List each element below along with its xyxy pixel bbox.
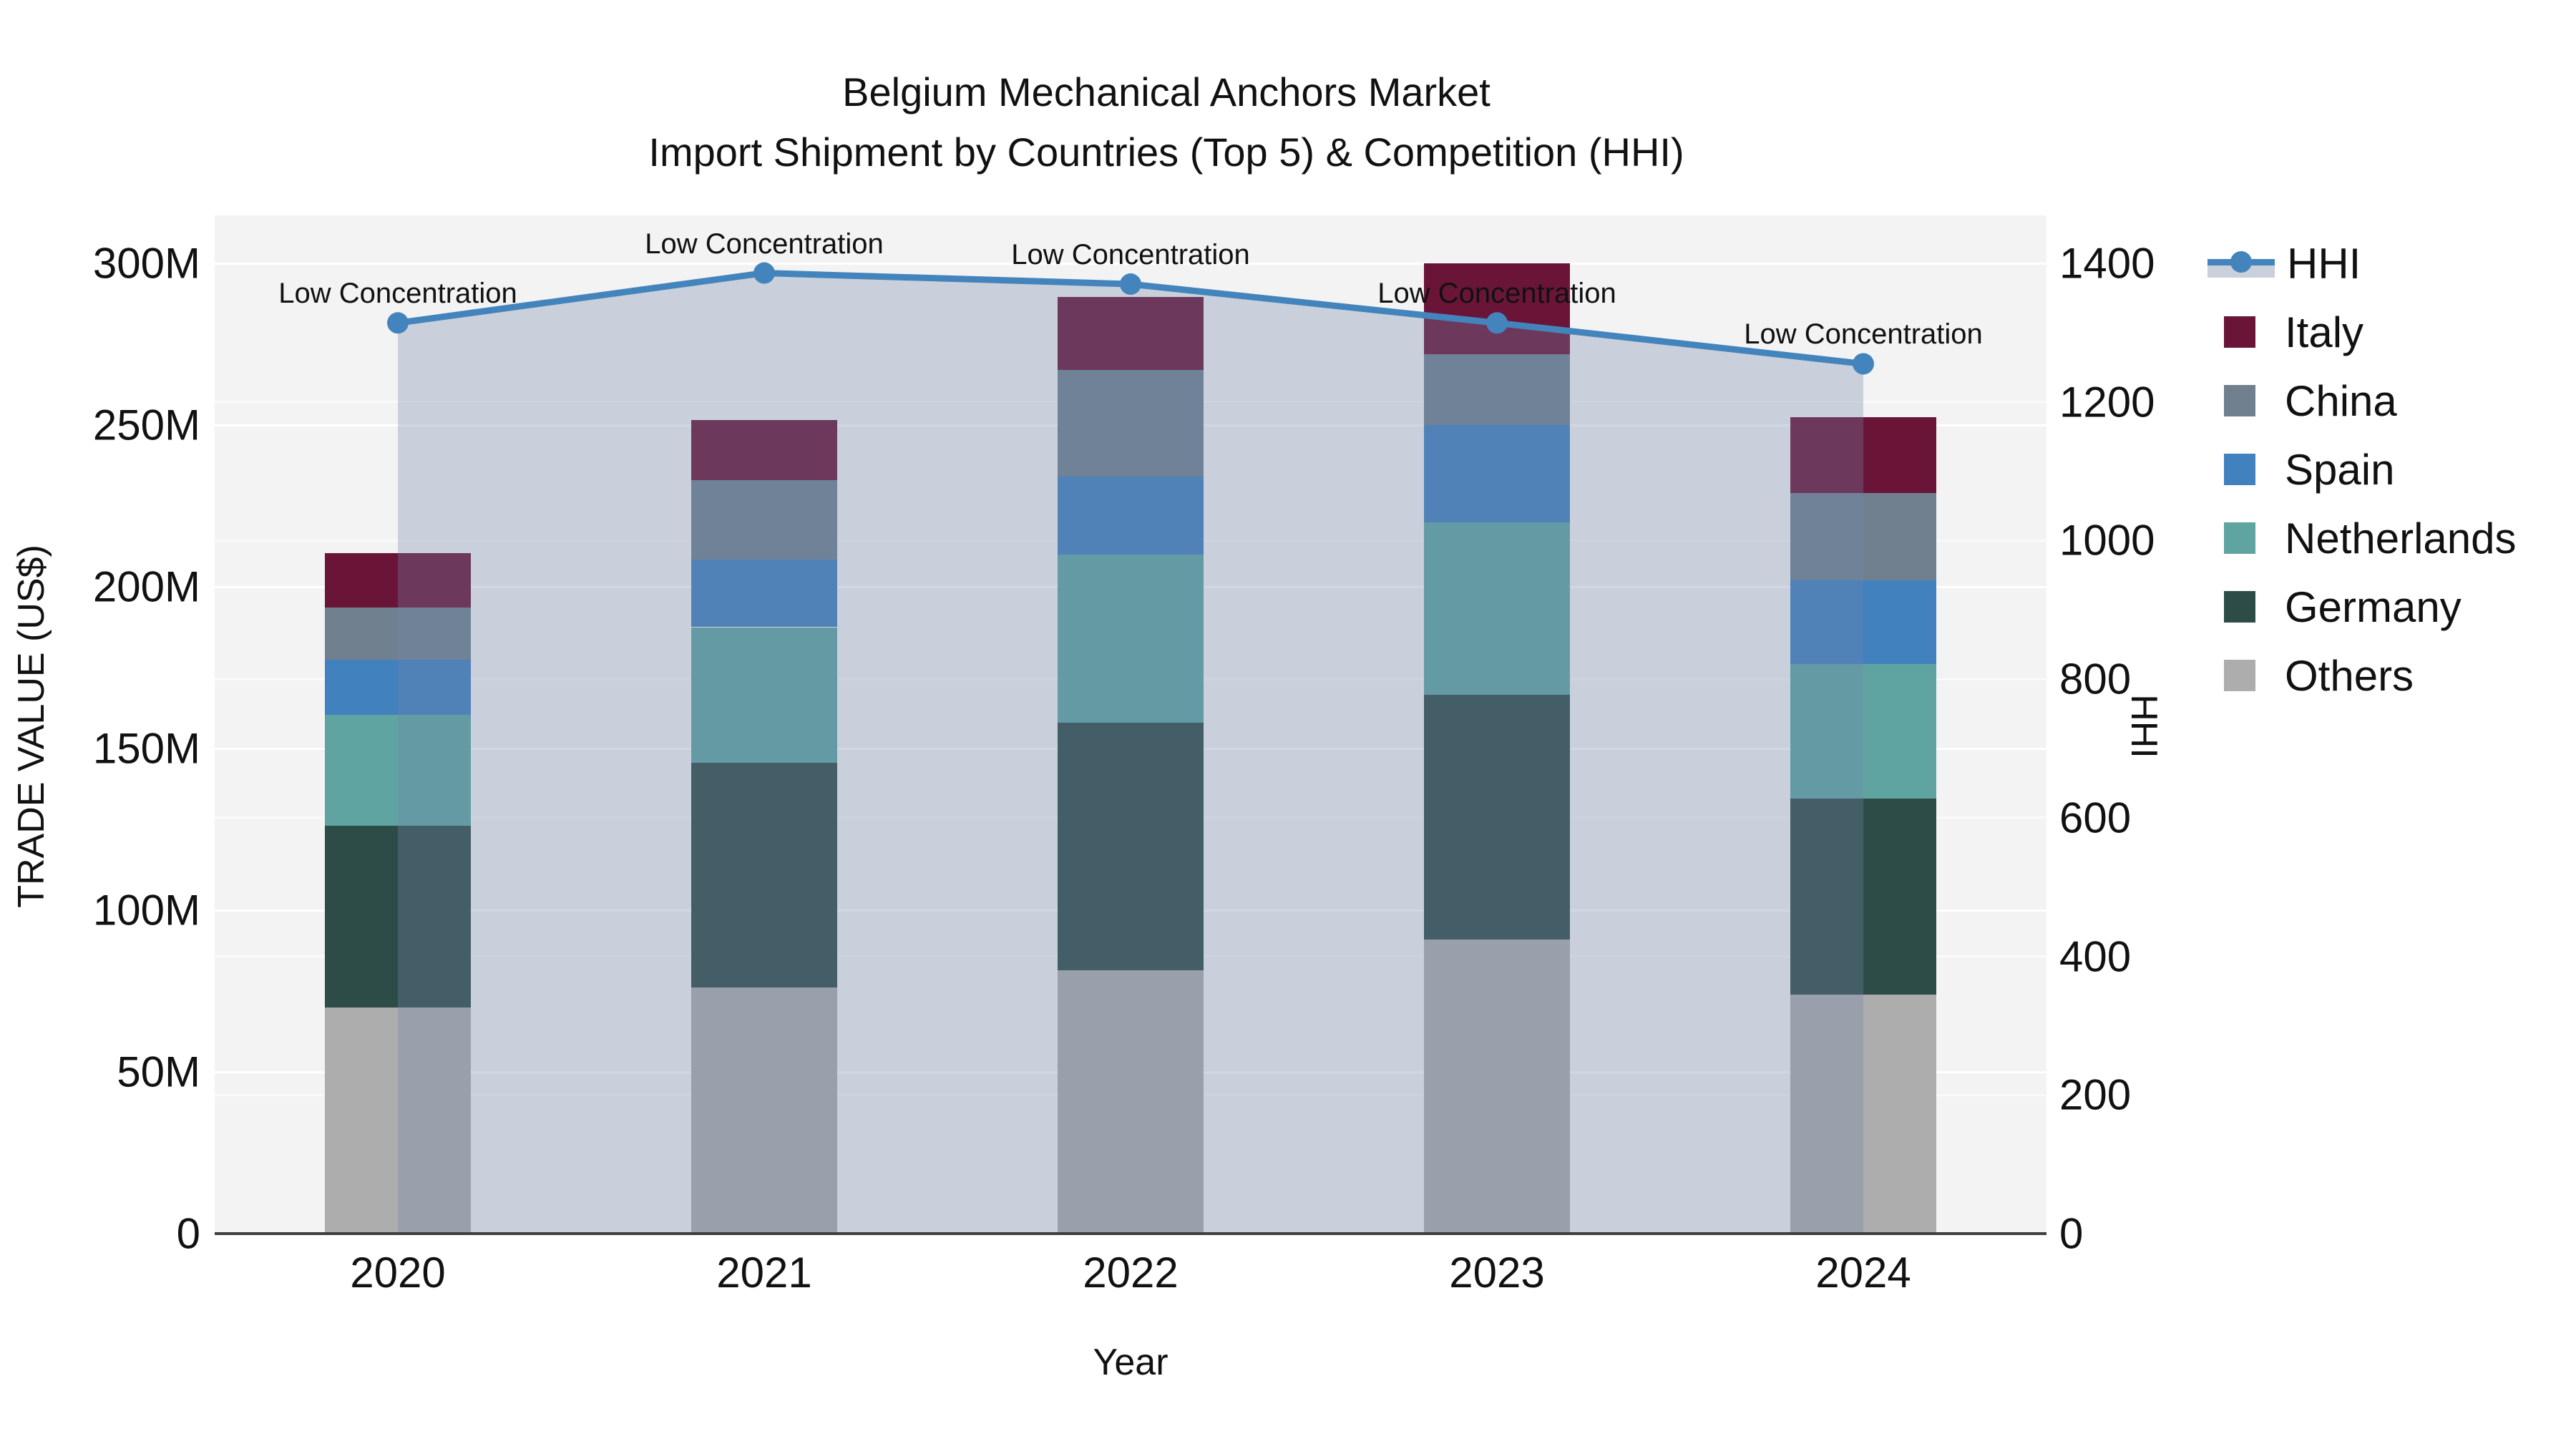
legend-hhi-line-sample bbox=[2207, 248, 2275, 279]
y-left-tick-label-50M: 50M bbox=[117, 1048, 200, 1096]
bar-segment-italy-2024 bbox=[1790, 416, 1936, 493]
legend-label-china: China bbox=[2285, 376, 2397, 425]
bar-segment-others-2024 bbox=[1790, 994, 1936, 1234]
bar-segment-spain-2021 bbox=[691, 559, 837, 628]
legend-hhi-marker-icon bbox=[2230, 251, 2252, 273]
bar-segment-italy-2021 bbox=[691, 420, 837, 480]
legend-item-spain: Spain bbox=[2207, 435, 2517, 504]
y-right-tick-label-600: 600 bbox=[2059, 794, 2132, 842]
bar-segment-china-2020 bbox=[325, 608, 471, 660]
y-right-tick-label-800: 800 bbox=[2059, 655, 2132, 703]
y-axis-left-title: TRADE VALUE (US$) bbox=[11, 545, 52, 908]
bar-segment-netherlands-2022 bbox=[1058, 554, 1204, 723]
chart-title-line2: Import Shipment by Countries (Top 5) & C… bbox=[648, 130, 1684, 175]
legend-swatch-germany bbox=[2224, 591, 2255, 623]
bar-segment-italy-2020 bbox=[325, 552, 471, 608]
bar-segment-germany-2024 bbox=[1790, 799, 1936, 995]
legend-item-hhi: HHI bbox=[2207, 229, 2517, 298]
bar-segment-netherlands-2020 bbox=[325, 714, 471, 826]
legend: HHI Italy China Spain Netherlands Germany Othe… bbox=[2207, 229, 2517, 710]
bar-segment-china-2023 bbox=[1424, 353, 1570, 425]
y-left-tick-label-300M: 300M bbox=[92, 239, 200, 288]
legend-label-netherlands: Netherlands bbox=[2285, 514, 2517, 562]
bar-segment-germany-2020 bbox=[325, 826, 471, 1008]
bar-segment-china-2021 bbox=[691, 479, 837, 560]
bar-segment-china-2022 bbox=[1058, 370, 1204, 477]
bar-segment-netherlands-2024 bbox=[1790, 664, 1936, 799]
y-right-tick-label-1400: 1400 bbox=[2059, 239, 2155, 288]
bar-segment-spain-2020 bbox=[325, 659, 471, 715]
legend-label-hhi: HHI bbox=[2287, 239, 2361, 288]
y-left-tick-label-0: 0 bbox=[176, 1209, 200, 1258]
y-right-tick-label-0: 0 bbox=[2059, 1209, 2084, 1258]
hhi-point-2021 bbox=[753, 262, 775, 284]
chart-title-line1: Belgium Mechanical Anchors Market bbox=[842, 69, 1491, 114]
legend-item-germany: Germany bbox=[2207, 572, 2517, 641]
y-left-tick-label-100M: 100M bbox=[92, 886, 200, 935]
annotation-low-concentration-2024: Low Concentration bbox=[1744, 318, 1983, 351]
x-tick-label-2024: 2024 bbox=[1815, 1249, 1911, 1297]
x-axis-title: Year bbox=[1093, 1342, 1169, 1383]
y-left-tick-label-200M: 200M bbox=[92, 562, 200, 611]
x-tick-label-2020: 2020 bbox=[350, 1249, 446, 1297]
annotation-low-concentration-2022: Low Concentration bbox=[1011, 239, 1250, 271]
hhi-point-2024 bbox=[1853, 353, 1874, 375]
legend-item-others: Others bbox=[2207, 641, 2517, 710]
legend-swatch-others bbox=[2224, 660, 2255, 691]
bar-segment-china-2024 bbox=[1790, 492, 1936, 580]
bar-segment-italy-2022 bbox=[1058, 297, 1204, 371]
bar-segment-others-2022 bbox=[1058, 970, 1204, 1234]
bar-segment-netherlands-2023 bbox=[1424, 522, 1570, 696]
bar-segment-netherlands-2021 bbox=[691, 627, 837, 763]
legend-label-others: Others bbox=[2285, 651, 2414, 700]
gridline-trade-300M bbox=[215, 262, 2046, 265]
legend-swatch-china bbox=[2224, 385, 2255, 416]
legend-item-china: China bbox=[2207, 366, 2517, 435]
hhi-point-2022 bbox=[1120, 273, 1141, 296]
legend-swatch-spain bbox=[2224, 454, 2255, 485]
x-tick-label-2023: 2023 bbox=[1449, 1249, 1545, 1297]
legend-item-netherlands: Netherlands bbox=[2207, 504, 2517, 572]
x-tick-label-2021: 2021 bbox=[716, 1249, 812, 1297]
bar-segment-spain-2022 bbox=[1058, 477, 1204, 555]
hhi-point-2020 bbox=[387, 312, 409, 334]
y-right-tick-label-400: 400 bbox=[2059, 932, 2132, 981]
y-left-tick-label-150M: 150M bbox=[92, 724, 200, 773]
bar-segment-germany-2022 bbox=[1058, 722, 1204, 970]
annotation-low-concentration-2020: Low Concentration bbox=[278, 278, 517, 310]
legend-swatch-netherlands bbox=[2224, 522, 2255, 554]
bar-segment-spain-2024 bbox=[1790, 580, 1936, 665]
legend-item-italy: Italy bbox=[2207, 298, 2517, 366]
bar-segment-others-2021 bbox=[691, 987, 837, 1234]
legend-label-italy: Italy bbox=[2285, 308, 2364, 356]
y-right-tick-label-200: 200 bbox=[2059, 1070, 2132, 1119]
legend-label-germany: Germany bbox=[2285, 582, 2462, 631]
x-tick-label-2022: 2022 bbox=[1083, 1249, 1179, 1297]
bar-segment-germany-2023 bbox=[1424, 695, 1570, 940]
bar-segment-spain-2023 bbox=[1424, 425, 1570, 522]
legend-swatch-italy bbox=[2224, 316, 2255, 348]
x-axis-line bbox=[215, 1232, 2046, 1235]
annotation-low-concentration-2021: Low Concentration bbox=[645, 228, 884, 260]
bar-segment-others-2020 bbox=[325, 1007, 471, 1234]
bar-segment-germany-2021 bbox=[691, 763, 837, 988]
bar-segment-others-2023 bbox=[1424, 939, 1570, 1234]
y-right-tick-label-1000: 1000 bbox=[2059, 516, 2155, 565]
legend-label-spain: Spain bbox=[2285, 445, 2395, 494]
y-axis-right-title: HHI bbox=[2123, 694, 2165, 758]
y-left-tick-label-250M: 250M bbox=[92, 401, 200, 449]
y-right-tick-label-1200: 1200 bbox=[2059, 378, 2155, 426]
annotation-low-concentration-2023: Low Concentration bbox=[1377, 278, 1616, 310]
